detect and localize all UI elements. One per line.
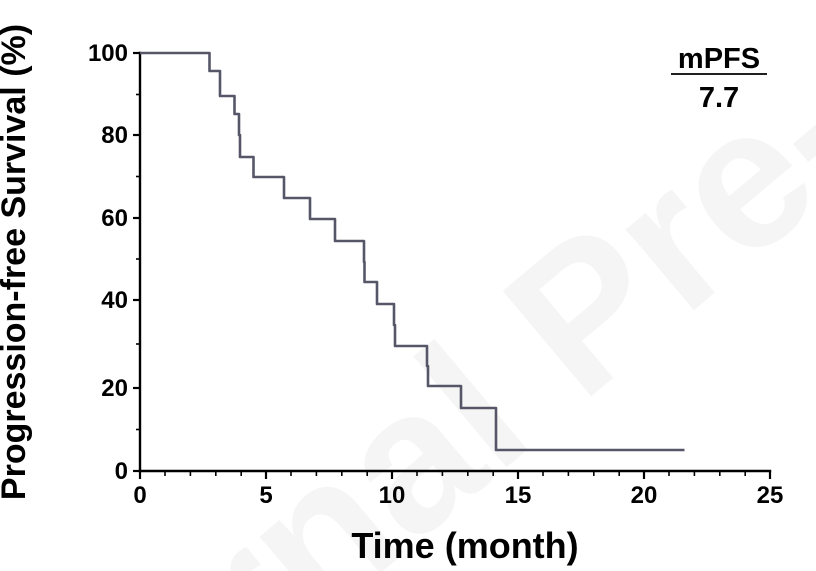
svg-text:100: 100 [88,40,128,67]
svg-text:0: 0 [115,458,128,485]
svg-text:80: 80 [101,122,128,149]
svg-text:20: 20 [101,375,128,402]
svg-text:40: 40 [101,287,128,314]
svg-text:Time (month): Time (month) [351,525,578,566]
svg-text:25: 25 [757,482,784,509]
svg-text:60: 60 [101,205,128,232]
svg-text:7.7: 7.7 [699,82,739,114]
svg-text:0: 0 [133,482,146,509]
svg-text:Progression-free Survival (%): Progression-free Survival (%) [0,24,33,500]
svg-text:5: 5 [259,482,272,509]
svg-text:mPFS: mPFS [678,43,760,75]
svg-text:15: 15 [505,482,532,509]
svg-text:20: 20 [631,482,658,509]
svg-text:Journal Pre-proof: Journal Pre-proof [0,0,816,571]
svg-text:10: 10 [379,482,406,509]
